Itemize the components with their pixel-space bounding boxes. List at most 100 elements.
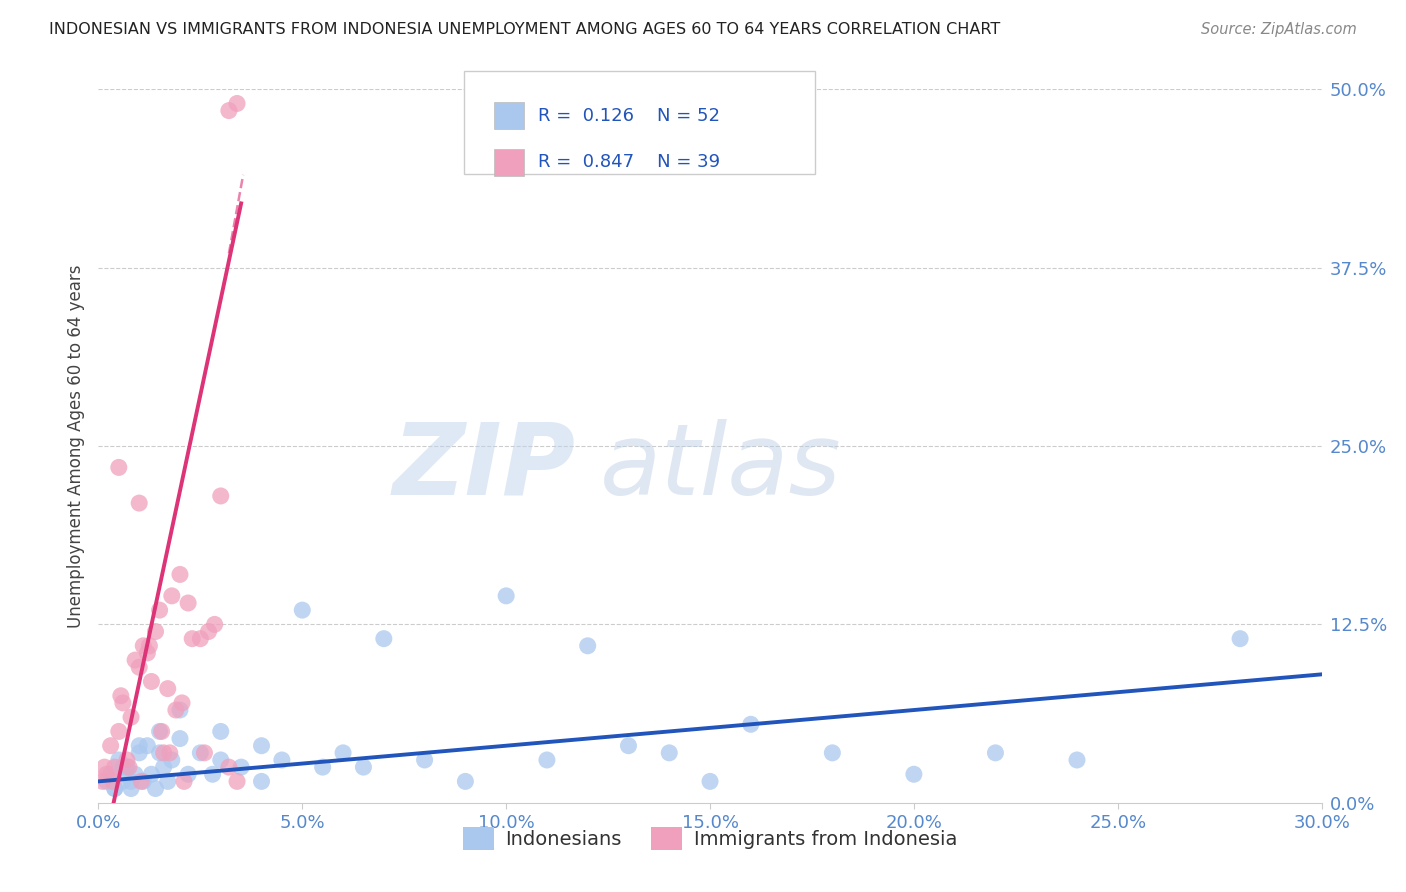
Point: [270, 753, 294, 767]
Point: [150, 724, 173, 739]
Point: [209, 489, 232, 503]
Point: [141, 674, 163, 689]
Point: [93, 760, 115, 774]
Point: [136, 646, 159, 660]
Point: [821, 746, 844, 760]
Point: [188, 632, 212, 646]
Text: R =  0.126    N = 52: R = 0.126 N = 52: [538, 107, 720, 125]
Point: [118, 760, 141, 774]
Point: [128, 746, 150, 760]
Text: INDONESIAN VS IMMIGRANTS FROM INDONESIA UNEMPLOYMENT AMONG AGES 60 TO 64 YEARS C: INDONESIAN VS IMMIGRANTS FROM INDONESIA …: [49, 22, 1001, 37]
Point: [218, 760, 240, 774]
Point: [120, 710, 142, 724]
Point: [152, 746, 174, 760]
Point: [149, 746, 172, 760]
Point: [152, 760, 174, 774]
Point: [136, 739, 159, 753]
Point: [108, 753, 131, 767]
Point: [145, 781, 167, 796]
Point: [120, 781, 142, 796]
Point: [104, 781, 127, 796]
Point: [181, 632, 204, 646]
Point: [576, 639, 599, 653]
Point: [124, 767, 146, 781]
Point: [128, 496, 150, 510]
Point: [96, 767, 118, 781]
Point: [115, 753, 138, 767]
Point: [108, 460, 131, 475]
Point: [110, 689, 132, 703]
Point: [352, 760, 374, 774]
Point: [740, 717, 762, 731]
Point: [115, 760, 138, 774]
Point: [165, 703, 187, 717]
Point: [120, 774, 142, 789]
Point: [231, 760, 253, 774]
Point: [170, 696, 193, 710]
Point: [149, 724, 172, 739]
Point: [373, 632, 395, 646]
Point: [617, 739, 640, 753]
Legend: Indonesians, Immigrants from Indonesia: Indonesians, Immigrants from Indonesia: [456, 819, 965, 857]
Point: [145, 624, 167, 639]
Point: [96, 774, 118, 789]
Point: [111, 696, 134, 710]
Point: [129, 774, 152, 789]
Point: [226, 774, 249, 789]
Point: [111, 760, 134, 774]
Point: [132, 774, 155, 789]
Point: [160, 589, 183, 603]
Text: Source: ZipAtlas.com: Source: ZipAtlas.com: [1201, 22, 1357, 37]
Point: [250, 739, 273, 753]
Point: [124, 653, 146, 667]
Point: [495, 589, 517, 603]
Point: [197, 624, 219, 639]
Point: [218, 103, 240, 118]
Point: [156, 681, 179, 696]
Point: [169, 567, 191, 582]
Point: [658, 746, 681, 760]
Point: [169, 703, 191, 717]
Y-axis label: Unemployment Among Ages 60 to 64 years: Unemployment Among Ages 60 to 64 years: [66, 264, 84, 628]
Point: [291, 603, 314, 617]
Point: [128, 660, 150, 674]
Point: [193, 746, 215, 760]
Point: [204, 617, 226, 632]
Point: [111, 774, 134, 789]
Point: [177, 767, 200, 781]
Point: [201, 767, 224, 781]
Point: [104, 781, 127, 796]
Text: ZIP: ZIP: [392, 419, 575, 516]
Point: [250, 774, 273, 789]
Point: [100, 767, 122, 781]
Text: atlas: atlas: [600, 419, 842, 516]
Point: [169, 731, 191, 746]
Point: [209, 724, 232, 739]
Point: [177, 596, 200, 610]
Point: [101, 774, 124, 789]
Point: [141, 767, 163, 781]
Point: [312, 760, 335, 774]
Point: [108, 724, 131, 739]
Point: [536, 753, 558, 767]
Point: [160, 753, 183, 767]
Point: [413, 753, 436, 767]
Point: [1066, 753, 1088, 767]
Point: [454, 774, 477, 789]
Point: [138, 639, 160, 653]
Point: [104, 760, 127, 774]
Point: [159, 746, 181, 760]
Point: [699, 774, 721, 789]
Point: [903, 767, 925, 781]
Point: [128, 739, 150, 753]
Point: [332, 746, 354, 760]
Point: [91, 774, 114, 789]
Point: [173, 774, 195, 789]
Point: [984, 746, 1007, 760]
Point: [209, 753, 232, 767]
Point: [226, 96, 249, 111]
Point: [149, 603, 172, 617]
Point: [132, 639, 155, 653]
Point: [100, 739, 122, 753]
Text: R =  0.847    N = 39: R = 0.847 N = 39: [538, 153, 721, 171]
